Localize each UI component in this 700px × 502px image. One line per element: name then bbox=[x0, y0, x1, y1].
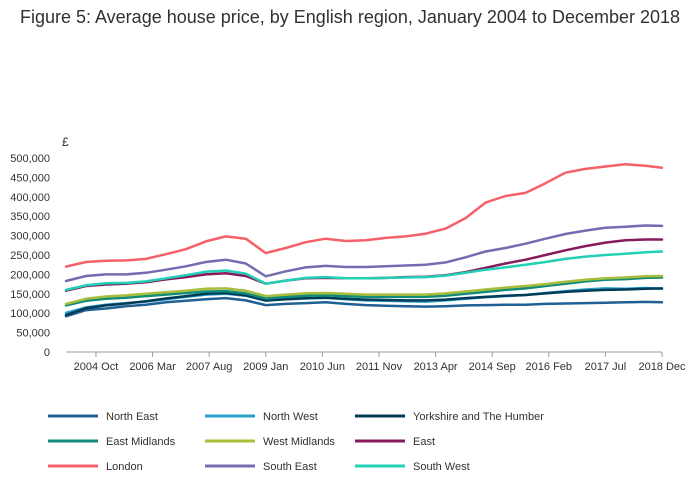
legend-label-east: East bbox=[413, 436, 435, 448]
x-tick-label: 2007 Aug bbox=[186, 361, 233, 373]
x-tick-label: 2006 Mar bbox=[129, 361, 176, 373]
series-line-london bbox=[64, 162, 664, 268]
series-line-north-east bbox=[64, 296, 664, 318]
chart-title: Figure 5: Average house price, by Englis… bbox=[19, 7, 681, 27]
legend-label-south-west: South West bbox=[413, 461, 470, 473]
y-tick-label: 350,000 bbox=[10, 211, 50, 223]
x-tick-label: 2010 Jun bbox=[300, 361, 345, 373]
legend-label-yorkshire-and-the-humber: Yorkshire and The Humber bbox=[413, 411, 544, 423]
x-tick-label: 2013 Apr bbox=[414, 361, 458, 373]
x-axis-ticks: 2004 Oct 2006 Mar 2007 Aug 2009 Jan 2010 Jun… bbox=[74, 352, 686, 373]
legend-label-north-east: North East bbox=[106, 411, 158, 423]
x-tick-label: 2017 Jul bbox=[585, 361, 627, 373]
y-tick-label: 150,000 bbox=[10, 289, 50, 301]
y-tick-label: 100,000 bbox=[10, 308, 50, 320]
y-tick-label: 500,000 bbox=[10, 153, 50, 165]
y-tick-label: 200,000 bbox=[10, 269, 50, 281]
x-tick-label: 2004 Oct bbox=[74, 361, 119, 373]
x-tick-label: 2016 Feb bbox=[526, 361, 572, 373]
legend-label-north-west: North West bbox=[263, 411, 318, 423]
y-tick-label: 400,000 bbox=[10, 192, 50, 204]
x-tick-label: 2011 Nov bbox=[356, 361, 403, 373]
legend: North East North West Yorkshire and The Hu… bbox=[48, 411, 544, 473]
legend-label-london: London bbox=[106, 461, 143, 473]
series-line-south-east bbox=[64, 224, 664, 283]
x-tick-label: 2014 Sep bbox=[469, 361, 516, 373]
series-line-east-midlands bbox=[64, 276, 664, 307]
series-line-west-midlands bbox=[64, 274, 664, 306]
y-tick-label: 300,000 bbox=[10, 231, 50, 243]
x-tick-label: 2009 Jan bbox=[243, 361, 288, 373]
y-tick-label: 0 bbox=[44, 347, 50, 359]
legend-label-west-midlands: West Midlands bbox=[263, 436, 335, 448]
y-tick-label: 50,000 bbox=[16, 328, 50, 340]
legend-label-south-east: South East bbox=[263, 461, 317, 473]
y-tick-label: 250,000 bbox=[10, 250, 50, 262]
series-lines bbox=[64, 162, 664, 318]
y-axis-unit-label: £ bbox=[62, 135, 69, 149]
y-tick-label: 450,000 bbox=[10, 172, 50, 184]
legend-label-east-midlands: East Midlands bbox=[106, 436, 176, 448]
y-axis-ticks: 0 50,000 100,000 150,000 200,000 250,000 300,0… bbox=[10, 153, 50, 359]
series-line-south-west bbox=[64, 250, 664, 292]
series-line-yorkshire-and-the-humber bbox=[64, 287, 664, 317]
x-tick-label: 2018 Dec bbox=[638, 361, 686, 373]
